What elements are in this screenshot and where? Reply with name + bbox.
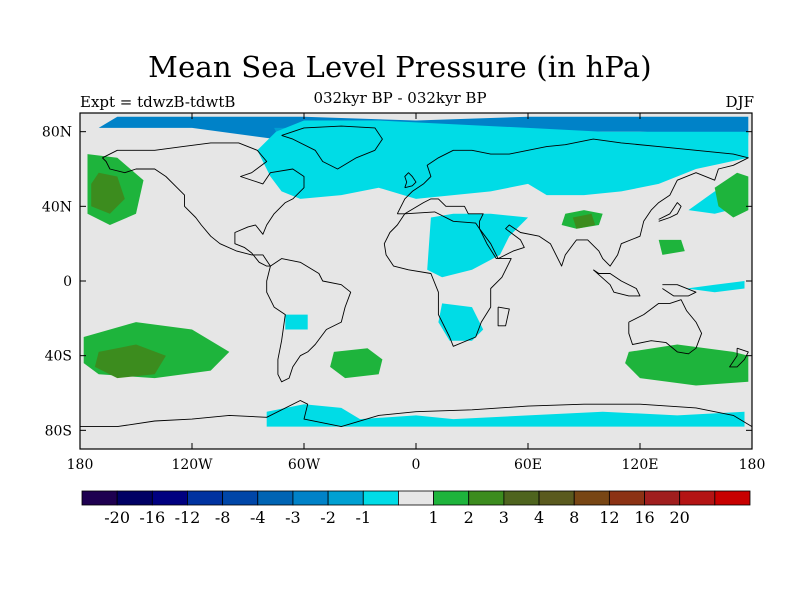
anomaly-region-18 (91, 172, 125, 214)
experiment-label: Expt = tdwzB-tdwtB (80, 93, 236, 111)
colorbar-swatch (151, 490, 188, 506)
colorbar-swatch (608, 490, 645, 506)
lon-tick-label: 120E (622, 457, 659, 473)
coastline-australia (628, 299, 703, 355)
colorbar-swatch (292, 490, 329, 506)
lat-tick-label: 40S (45, 349, 72, 365)
lat-tick-label: 80S (45, 423, 72, 439)
lat-tick-label: 80N (42, 125, 72, 141)
coastline-africa (383, 211, 512, 347)
lon-tick-label: 180 (67, 457, 94, 473)
colorbar-swatch (679, 490, 716, 506)
colorbar-swatch (222, 490, 259, 506)
colorbar-swatch (398, 490, 434, 506)
colorbar-swatch (468, 490, 505, 506)
lat-tick-label: 0 (63, 274, 72, 290)
anomaly-region-8 (686, 281, 745, 293)
anomaly-region-16 (658, 239, 685, 255)
coastlines (80, 125, 752, 428)
anomaly-region-3 (257, 120, 749, 199)
colorbar-swatch (538, 490, 575, 506)
colorbar-swatch (327, 490, 364, 506)
anomaly-region-19 (572, 213, 596, 229)
colorbar: -20 -16 -12 -8 -4 -3 -2 -1 1 2 3 4 8 12 16 20 (81, 490, 751, 527)
colorbar-label: 8 (569, 508, 579, 527)
colorbar-label: -3 (285, 508, 301, 527)
colorbar-label: 4 (534, 508, 544, 527)
coastline-greenland (281, 125, 383, 170)
lon-tick-label: 60W (288, 457, 321, 473)
map-title: Mean Sea Level Pressure (in hPa) (148, 50, 652, 84)
anomaly-region-13 (625, 344, 749, 386)
colorbar-label: -8 (215, 508, 231, 527)
colorbar-swatch (362, 490, 399, 506)
colorbar-swatch (257, 490, 294, 506)
anomaly-region-12 (330, 348, 383, 379)
colorbar-label: -12 (175, 508, 201, 527)
anomaly-region-4 (427, 213, 528, 278)
longitude-ticks: 180 120W 60W 0 60E 120E 180 (67, 113, 766, 473)
latitude-ticks: 80N 40N 0 40S 80S (42, 125, 752, 439)
colorbar-label: -2 (320, 508, 336, 527)
colorbar-swatch (187, 490, 224, 506)
lon-tick-label: 180 (739, 457, 766, 473)
lon-tick-label: 0 (412, 457, 421, 473)
anomaly-region-7 (266, 404, 745, 427)
coastline-new-guinea (662, 284, 697, 297)
colorbar-swatch (81, 490, 118, 506)
coastline-new-zealand (729, 347, 749, 368)
colorbar-swatch (573, 490, 610, 506)
colorbar-label: -4 (250, 508, 266, 527)
colorbar-label: 1 (428, 508, 438, 527)
map-subtitle: 032kyr BP - 032kyr BP (313, 89, 487, 107)
coastline-south-america (266, 258, 352, 383)
coastline-indonesia (593, 269, 641, 297)
coastline-antarctica (80, 400, 752, 428)
coastline-madagascar (497, 306, 510, 327)
lon-tick-label: 120W (171, 457, 213, 473)
colorbar-swatch (116, 490, 153, 506)
colorbar-label: -16 (139, 508, 165, 527)
colorbar-swatch (644, 490, 681, 506)
lon-tick-label: 60E (514, 457, 542, 473)
anomaly-region-14 (714, 172, 749, 218)
anomaly-region-5 (438, 303, 484, 341)
anomaly-region-6 (285, 314, 308, 330)
colorbar-label: 3 (499, 508, 509, 527)
coastline-north-america (102, 142, 305, 267)
anomaly-region-17 (94, 344, 166, 379)
season-label: DJF (725, 93, 754, 111)
colorbar-label: 20 (670, 508, 690, 527)
coastline-british-isles (404, 172, 417, 189)
colorbar-swatch (433, 490, 470, 506)
colorbar-label: 2 (464, 508, 474, 527)
colorbar-label: -20 (104, 508, 130, 527)
colorbar-label: 16 (634, 508, 654, 527)
colorbar-swatch (503, 490, 540, 506)
coastline-japan (658, 202, 682, 222)
coastline-eurasia (396, 138, 749, 267)
colorbar-label: -1 (355, 508, 371, 527)
colorbar-swatch (714, 490, 751, 506)
colorbar-label: 12 (599, 508, 619, 527)
lat-tick-label: 40N (42, 199, 72, 215)
